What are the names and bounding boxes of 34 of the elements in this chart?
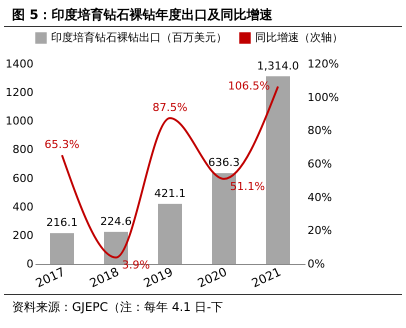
- data-label: 65.3%: [44, 138, 80, 152]
- y2-tick-label: 20%: [308, 224, 332, 238]
- data-label: 3.9%: [122, 258, 150, 272]
- y2-tick-label: 100%: [308, 90, 339, 104]
- x-tick-label: 2020: [195, 264, 230, 290]
- y-tick-label: 0: [26, 258, 34, 270]
- data-label: 87.5%: [152, 101, 188, 114]
- data-label: 1,314.0: [257, 59, 299, 72]
- bar: [50, 233, 74, 264]
- y-tick-label: 600: [12, 172, 34, 185]
- y-tick-label: 1000: [6, 114, 34, 128]
- bar: [158, 204, 182, 264]
- data-label: 216.1: [46, 216, 78, 230]
- y-tick-label: 200: [12, 228, 34, 242]
- x-tick-label: 2021: [249, 264, 284, 290]
- y-tick-label: 1200: [6, 86, 34, 100]
- text: 资料来源：GJEPC（注：每年 4.1 日-下: [4, 294, 402, 320]
- legend-label: 印度培育钻石裸钻出口（百万美元）: [51, 31, 227, 44]
- y-tick-label: 400: [12, 200, 34, 214]
- y2-tick-label: 80%: [308, 124, 332, 138]
- y-tick-label: 800: [12, 143, 34, 156]
- legend-label: 同比增速（次轴）: [255, 31, 343, 44]
- chart-title: 图 5：印度培育钻石裸钻年度出口及同比增速: [4, 0, 402, 27]
- y2-tick-label: 60%: [308, 158, 332, 170]
- data-label: 224.6: [100, 214, 132, 228]
- y2-tick-label: 40%: [308, 190, 332, 204]
- x-tick-label: 2018: [87, 264, 122, 290]
- y2-tick-label: 0%: [308, 258, 325, 270]
- y2-tick-label: 120%: [308, 58, 339, 70]
- data-label: 51.1%: [230, 180, 265, 193]
- y-tick-label: 1400: [6, 58, 34, 70]
- data-label: 106.5%: [228, 80, 270, 92]
- data-label: 421.1: [154, 186, 186, 200]
- data-label: 636.3: [208, 156, 240, 170]
